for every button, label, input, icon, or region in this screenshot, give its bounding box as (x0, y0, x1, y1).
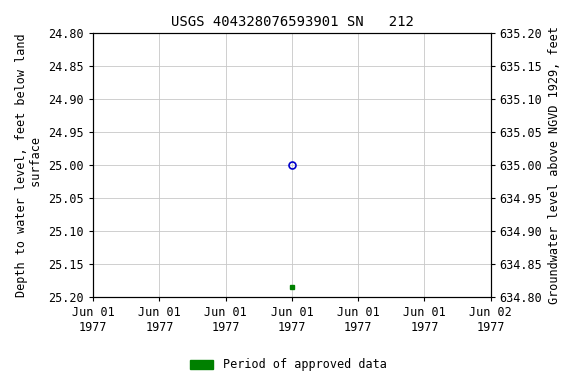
Y-axis label: Depth to water level, feet below land
 surface: Depth to water level, feet below land su… (15, 33, 43, 297)
Legend: Period of approved data: Period of approved data (185, 354, 391, 376)
Y-axis label: Groundwater level above NGVD 1929, feet: Groundwater level above NGVD 1929, feet (548, 26, 561, 304)
Title: USGS 404328076593901 SN   212: USGS 404328076593901 SN 212 (170, 15, 414, 29)
